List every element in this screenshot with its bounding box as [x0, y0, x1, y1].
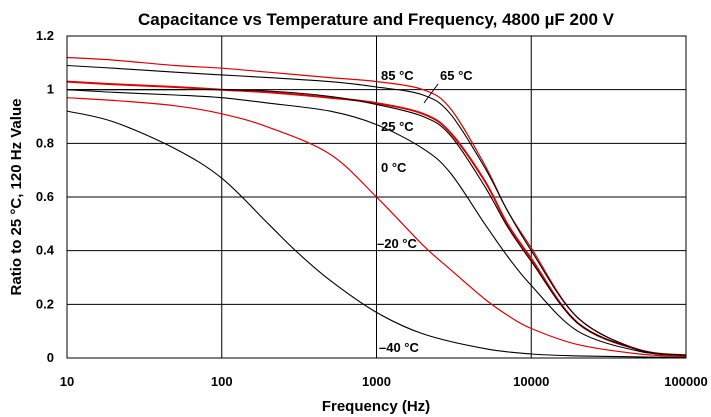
x-axis-label: Frequency (Hz) [322, 398, 430, 415]
series-label-1: 65 °C [440, 68, 473, 83]
y-tick-label: 0.4 [36, 243, 55, 258]
y-tick-label: 0 [47, 350, 54, 365]
series-label-5: –20 °C [377, 236, 418, 251]
x-tick-label: 100000 [664, 374, 707, 389]
tick-labels: 10 100 1000 10000 100000 0 0.2 0.4 0.6 0.8 1 1.2 [36, 28, 708, 389]
series-labels: 85 °C 65 °C 25 °C 0 °C –20 °C –40 °C [377, 68, 473, 355]
y-tick-label: 0.6 [36, 189, 54, 204]
y-tick-label: 0.8 [36, 135, 54, 150]
series-label-2: 25 °C [381, 119, 414, 134]
series-label-6: –40 °C [379, 340, 420, 355]
series-label-0: 85 °C [381, 68, 414, 83]
chart-title: Capacitance vs Temperature and Frequency… [138, 10, 615, 29]
y-axis-label: Ratio to 25 °C, 120 Hz Value [8, 99, 25, 296]
series-line-3 [66, 89, 687, 356]
series-line-1 [66, 64, 687, 356]
x-tick-label: 10000 [513, 374, 549, 389]
series-line-6 [66, 110, 687, 359]
x-tick-label: 100 [211, 374, 233, 389]
x-tick-label: 1000 [362, 374, 391, 389]
series-line-5 [66, 97, 687, 358]
series-curves [66, 56, 687, 359]
series-line-4 [66, 89, 687, 356]
y-tick-label: 1 [47, 82, 54, 97]
y-tick-label: 1.2 [36, 28, 54, 43]
series-label-leader [423, 83, 439, 104]
series-label-4: 0 °C [381, 160, 407, 175]
x-tick-label: 10 [60, 374, 74, 389]
plot-frame [66, 35, 687, 359]
y-tick-label: 0.2 [36, 296, 54, 311]
